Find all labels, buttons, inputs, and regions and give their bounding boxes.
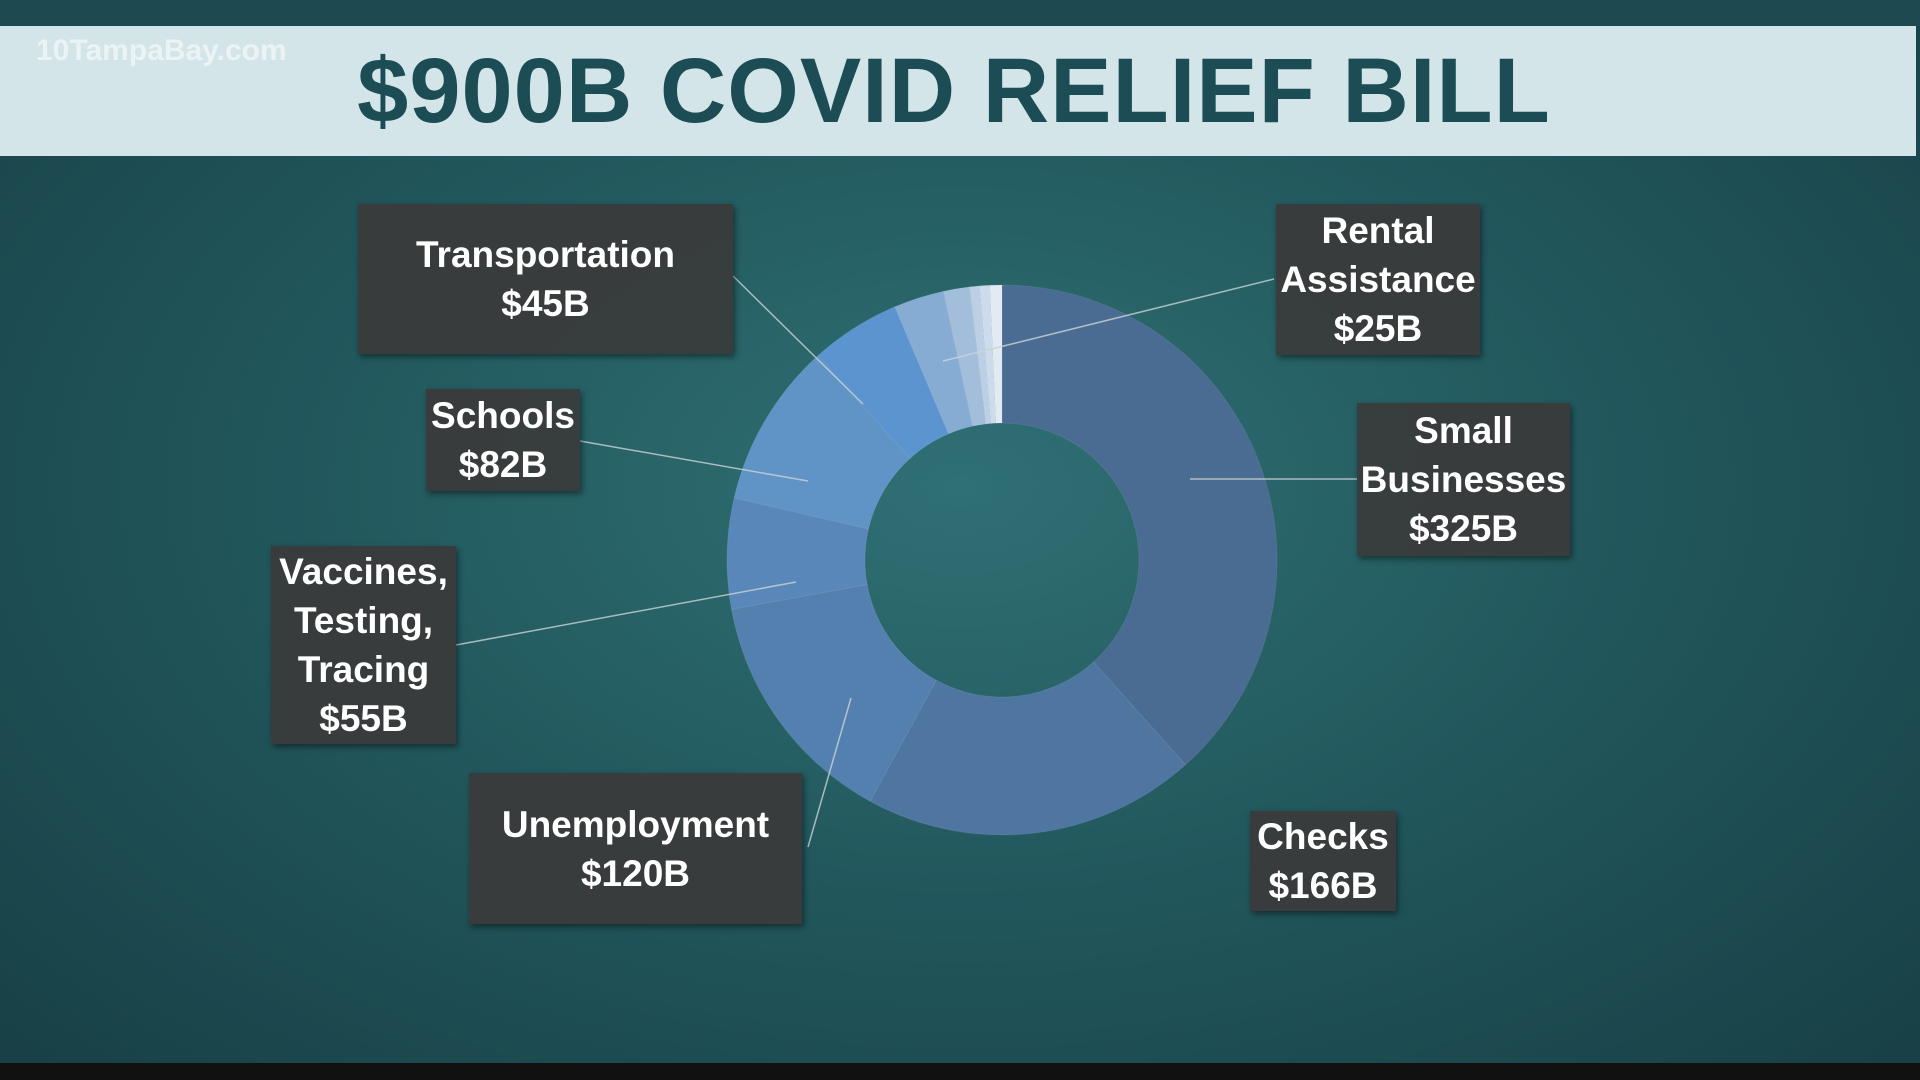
header: 10TampaBay.com $900B COVID RELIEF BILL (0, 26, 1916, 156)
value-label: $325B (1408, 508, 1519, 549)
value-label: $82B (458, 444, 548, 485)
category-label: Vaccines, Testing, Tracing (279, 551, 448, 690)
donut-slice (733, 355, 911, 530)
leader-line (579, 440, 809, 482)
value-label: $166B (1268, 865, 1378, 906)
leader-line (807, 697, 852, 848)
data-label: Transportation $45B (358, 204, 733, 354)
leader-line (942, 278, 1275, 362)
data-label: Checks $166B (1250, 811, 1396, 911)
donut-slice (730, 583, 937, 802)
value-label: $55B (319, 698, 408, 739)
bottom-bar (0, 1063, 1920, 1080)
leader-line (732, 275, 864, 405)
data-label: Schools $82B (426, 389, 580, 491)
category-label: Schools (431, 395, 575, 436)
value-label: $25B (1333, 308, 1423, 349)
donut-slice (989, 284, 1003, 424)
category-label: Rental Assistance (1280, 210, 1476, 300)
donut-slice (726, 497, 870, 610)
leader-line (455, 581, 797, 646)
donut-slice (1001, 284, 1278, 766)
donut-slice (894, 290, 974, 435)
donut-slice (942, 286, 987, 427)
value-label: $45B (501, 283, 590, 324)
data-label: Vaccines, Testing, Tracing $55B (271, 546, 456, 744)
donut-slice (869, 661, 1187, 836)
category-label: Small Businesses (1360, 410, 1567, 500)
watermark: 10TampaBay.com (36, 34, 287, 67)
value-label: $120B (580, 852, 691, 894)
category-label: Unemployment (501, 803, 770, 845)
top-bar (0, 0, 1920, 26)
donut-slice (817, 306, 950, 460)
donut-slice (979, 284, 997, 424)
data-label: Unemployment $120B (469, 773, 802, 924)
category-label: Checks (1257, 816, 1389, 857)
category-label: Transportation (415, 234, 676, 275)
chart-title: $900B COVID RELIEF BILL (357, 40, 1551, 142)
donut-slice (968, 285, 992, 425)
data-label: Small Businesses $325B (1357, 403, 1570, 556)
data-label: Rental Assistance $25B (1276, 204, 1480, 355)
